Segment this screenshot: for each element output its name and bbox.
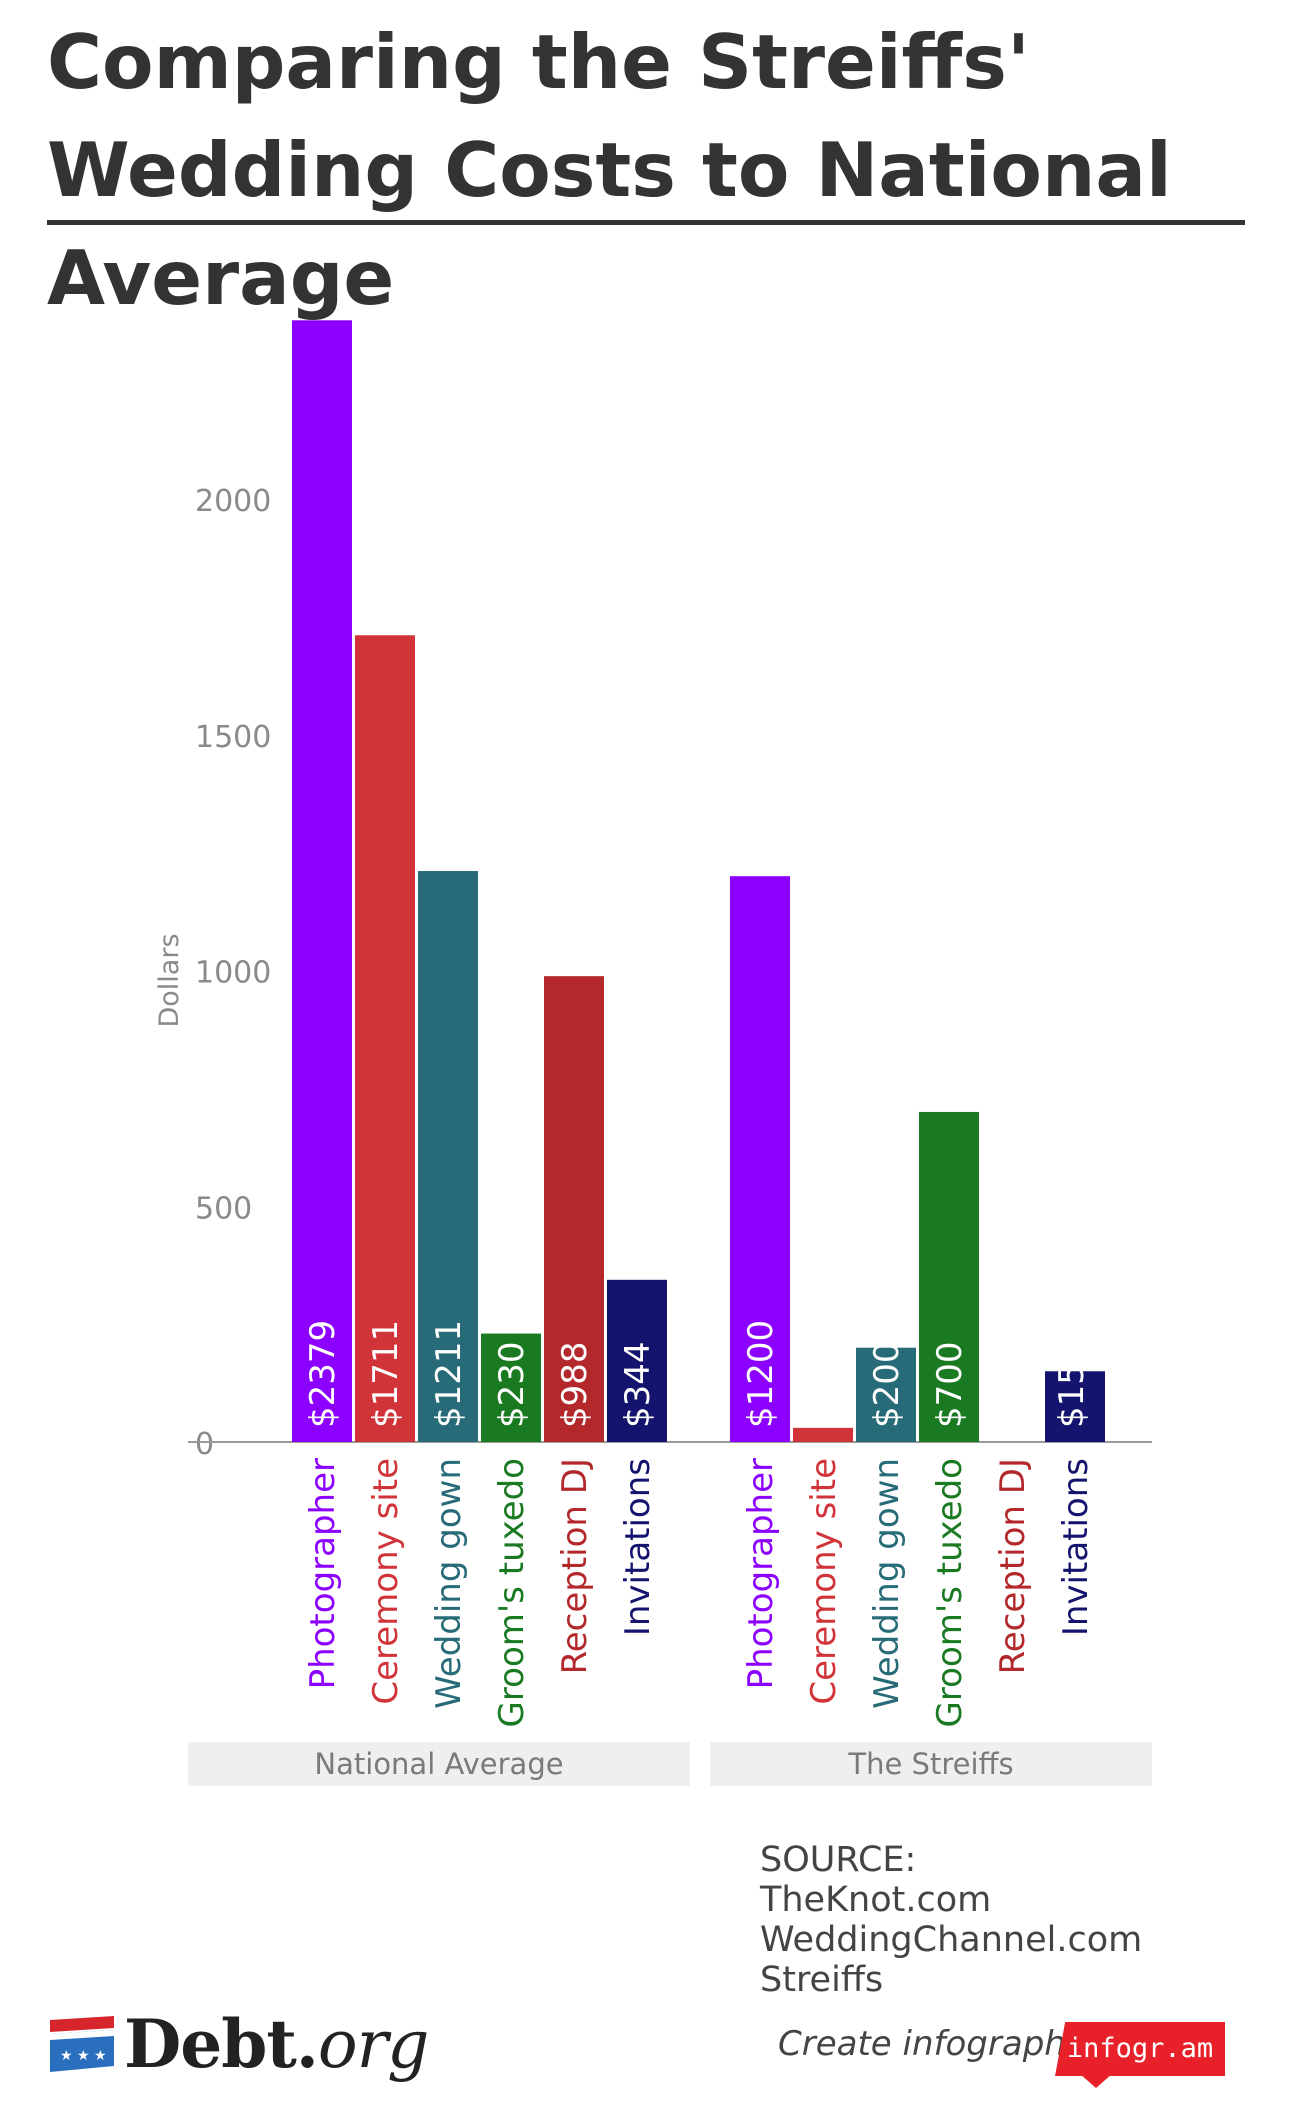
logo-suffix: org	[317, 2006, 430, 2083]
source-item: Streiffs	[760, 1960, 884, 2000]
logo-text: Debt.	[124, 2005, 319, 2083]
bar-value-label: $200	[867, 1341, 907, 1428]
category-label: Invitations	[618, 1458, 658, 1636]
category-label: Ceremony site	[366, 1458, 406, 1705]
group-label-band	[710, 1742, 1152, 1786]
source-block: SOURCE: TheKnot.com WeddingChannel.com S…	[760, 1840, 1292, 2000]
y-tick-label: 1500	[195, 720, 271, 755]
logo-wordmark: Debt.org	[124, 2005, 430, 2083]
bar	[355, 635, 415, 1442]
bar-chart: 0 500 1000 1500 2000 Dollars $2379 Photographer…	[154, 320, 1152, 1786]
bar-value-label: $2379	[303, 1320, 343, 1428]
source-item: TheKnot.com	[760, 1880, 992, 1920]
category-label: Reception DJ	[993, 1458, 1033, 1674]
category-label: Reception DJ	[555, 1458, 595, 1674]
bar	[418, 871, 478, 1442]
category-label: Groom's tuxedo	[930, 1458, 970, 1727]
bar	[919, 1111, 979, 1442]
bar-value-label: $1200	[741, 1320, 781, 1428]
category-label: Wedding gown	[429, 1458, 469, 1709]
chart-title: Comparing the Streiffs' Wedding Costs to…	[47, 18, 1172, 322]
debt-org-logo[interactable]: ★ ★ ★ Debt.org	[50, 2005, 430, 2083]
category-label: Photographer	[303, 1458, 343, 1689]
bar-value-label: $1211	[429, 1320, 469, 1428]
bar	[607, 1279, 667, 1442]
category-label: Groom's tuxedo	[492, 1458, 532, 1727]
bar-value-label: $1711	[366, 1320, 406, 1428]
bar	[1045, 1371, 1105, 1442]
category-label: Photographer	[741, 1458, 781, 1689]
y-tick-label: 500	[195, 1191, 252, 1226]
bar	[793, 1427, 853, 1442]
y-tick-label: 1000	[195, 956, 271, 991]
group-label: National Average	[314, 1747, 563, 1781]
y-tick-label: 2000	[195, 484, 271, 519]
infogram-badge-tail	[1080, 2074, 1112, 2088]
bar	[730, 876, 790, 1442]
bar-value-label: $230	[492, 1341, 532, 1428]
svg-text:★ ★ ★: ★ ★ ★	[60, 2048, 107, 2064]
infogram-badge[interactable]: infogr.am	[1055, 2022, 1225, 2076]
y-axis-title: Dollars	[154, 933, 185, 1027]
flag-icon: ★ ★ ★	[50, 2016, 114, 2072]
bar	[544, 976, 604, 1442]
bar	[856, 1347, 916, 1442]
bar-value-label: $150	[1052, 1341, 1092, 1428]
category-label: Ceremony site	[804, 1458, 844, 1705]
group-label-band	[188, 1742, 690, 1786]
group-label: The Streiffs	[847, 1747, 1013, 1781]
bar-value-label: $988	[555, 1341, 595, 1428]
y-tick-label: 0	[195, 1427, 214, 1462]
bar	[481, 1333, 541, 1442]
source-label: SOURCE:	[760, 1840, 917, 1880]
bar	[292, 320, 352, 1442]
category-label: Wedding gown	[867, 1458, 907, 1709]
bar-value-label: $700	[930, 1341, 970, 1428]
source-item: WeddingChannel.com	[760, 1920, 1143, 1960]
create-infographics-link[interactable]: Create infographics	[778, 2024, 1112, 2064]
title-underline	[47, 220, 1245, 225]
bar-value-label: $344	[618, 1341, 658, 1428]
category-label: Invitations	[1056, 1458, 1096, 1636]
